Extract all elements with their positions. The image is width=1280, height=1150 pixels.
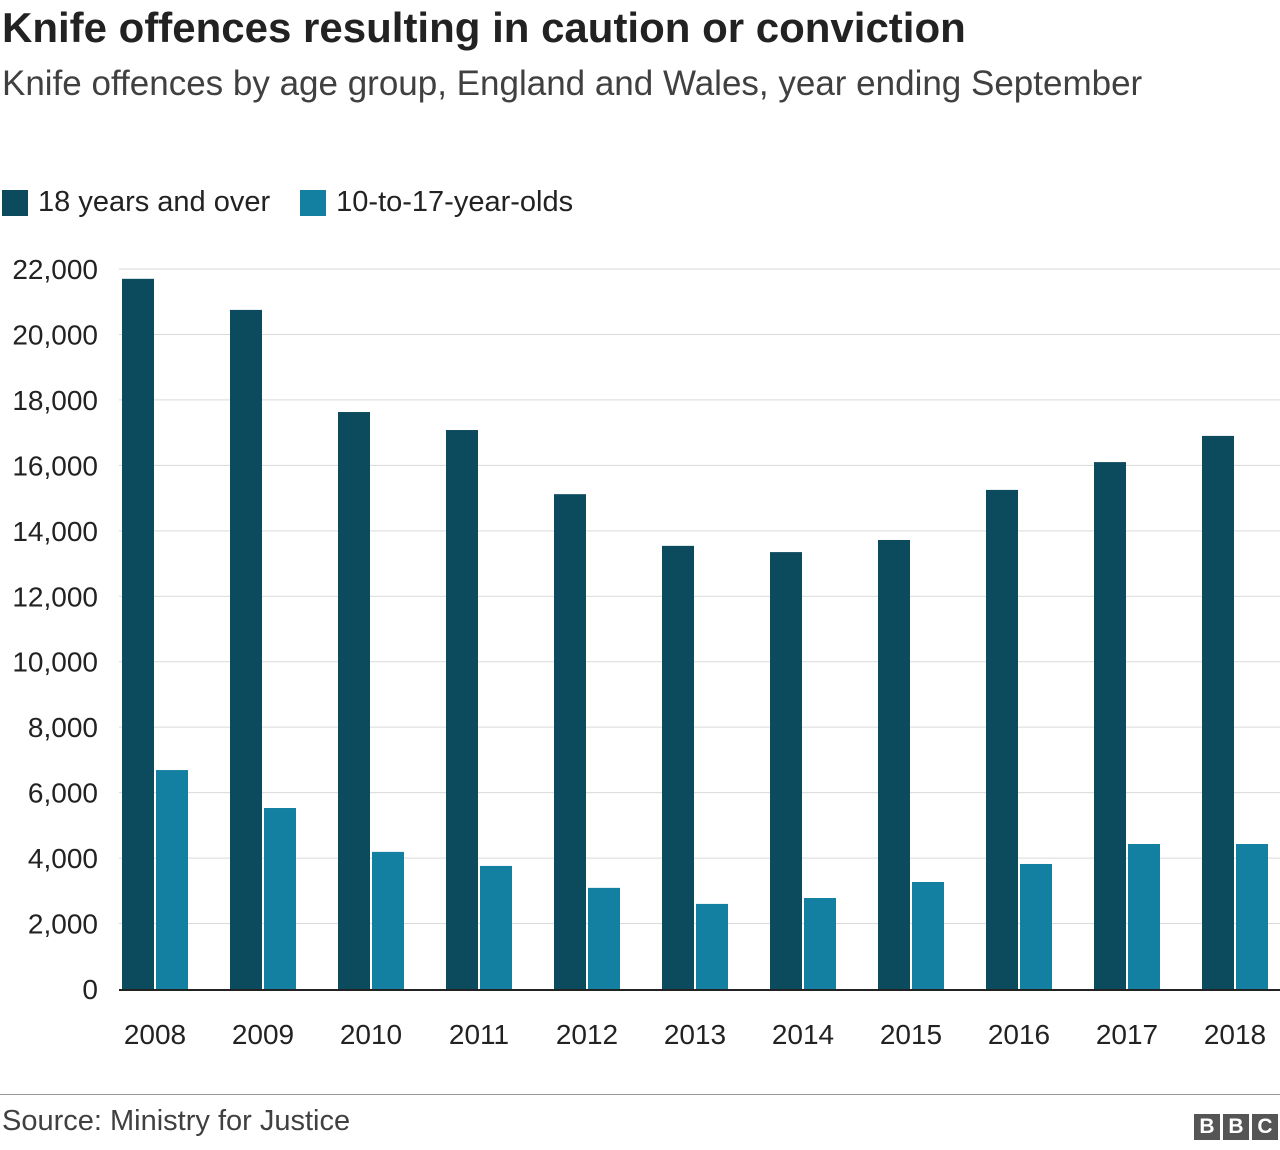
x-tick-label: 2008: [124, 1019, 186, 1050]
legend-item-adults: 18 years and over: [2, 186, 270, 219]
bar-youths-2009: [264, 808, 296, 989]
legend: 18 years and over 10-to-17-year-olds: [2, 186, 603, 219]
bar-adults-2011: [446, 430, 478, 989]
bar-youths-2008: [156, 770, 188, 989]
x-tick-label: 2011: [449, 1019, 509, 1050]
bar-youths-2015: [912, 881, 944, 989]
y-tick-label: 22,000: [12, 254, 98, 285]
bar-youths-2014: [804, 898, 836, 989]
bar-adults-2018: [1202, 435, 1234, 990]
bar-adults-2016: [986, 489, 1018, 989]
bar-youths-2013: [696, 903, 728, 989]
bar-adults-2010: [338, 412, 370, 989]
x-tick-label: 2013: [664, 1019, 726, 1050]
bar-adults-2014: [770, 552, 802, 989]
legend-label-youths: 10-to-17-year-olds: [336, 186, 574, 218]
bar-youths-2010: [372, 851, 404, 989]
x-tick-label: 2016: [988, 1019, 1050, 1050]
chart-subtitle: Knife offences by age group, England and…: [2, 64, 1143, 103]
bar-youths-2012: [588, 887, 620, 989]
chart-title: Knife offences resulting in caution or c…: [2, 4, 966, 51]
x-tick-label: 2018: [1204, 1019, 1266, 1050]
legend-label-adults: 18 years and over: [38, 186, 271, 218]
legend-item-youths: 10-to-17-year-olds: [300, 186, 573, 219]
y-tick-label: 12,000: [12, 581, 98, 612]
y-tick-label: 18,000: [12, 385, 98, 416]
y-tick-label: 20,000: [12, 319, 98, 350]
plot-area: 0 2,000 4,000 6,000 8,000 10,000 12,000 14,000 1…: [12, 254, 1280, 1050]
source-note: Source: Ministry for Justice: [2, 1105, 351, 1137]
y-tick-label: 16,000: [12, 450, 98, 481]
bar-youths-2018: [1236, 844, 1268, 989]
x-tick-label: 2017: [1096, 1019, 1158, 1050]
x-tick-label: 2009: [232, 1019, 294, 1050]
bar-adults-2008: [122, 278, 154, 989]
bar-youths-2016: [1020, 863, 1052, 989]
x-tick-label: 2014: [772, 1019, 834, 1050]
legend-swatch-adults: [2, 189, 28, 216]
bar-adults-2017: [1094, 462, 1126, 989]
y-tick-label: 10,000: [12, 647, 98, 678]
y-tick-label: 0: [82, 974, 98, 1005]
bar-youths-2011: [480, 865, 512, 989]
legend-swatch-youths: [300, 189, 327, 216]
y-tick-label: 8,000: [28, 712, 98, 743]
y-tick-label: 4,000: [28, 843, 98, 874]
bar-adults-2012: [554, 494, 586, 989]
x-tick-label: 2010: [340, 1019, 402, 1050]
y-tick-label: 6,000: [28, 778, 98, 809]
bar-adults-2013: [662, 545, 694, 989]
y-tick-label: 2,000: [28, 909, 98, 940]
footer-divider: [0, 1094, 1280, 1095]
bar-adults-2015: [878, 539, 910, 989]
y-tick-label: 14,000: [12, 516, 98, 547]
bar-youths-2017: [1128, 844, 1160, 989]
x-tick-label: 2012: [556, 1019, 618, 1050]
bar-adults-2009: [230, 309, 262, 990]
x-tick-label: 2015: [880, 1019, 942, 1050]
